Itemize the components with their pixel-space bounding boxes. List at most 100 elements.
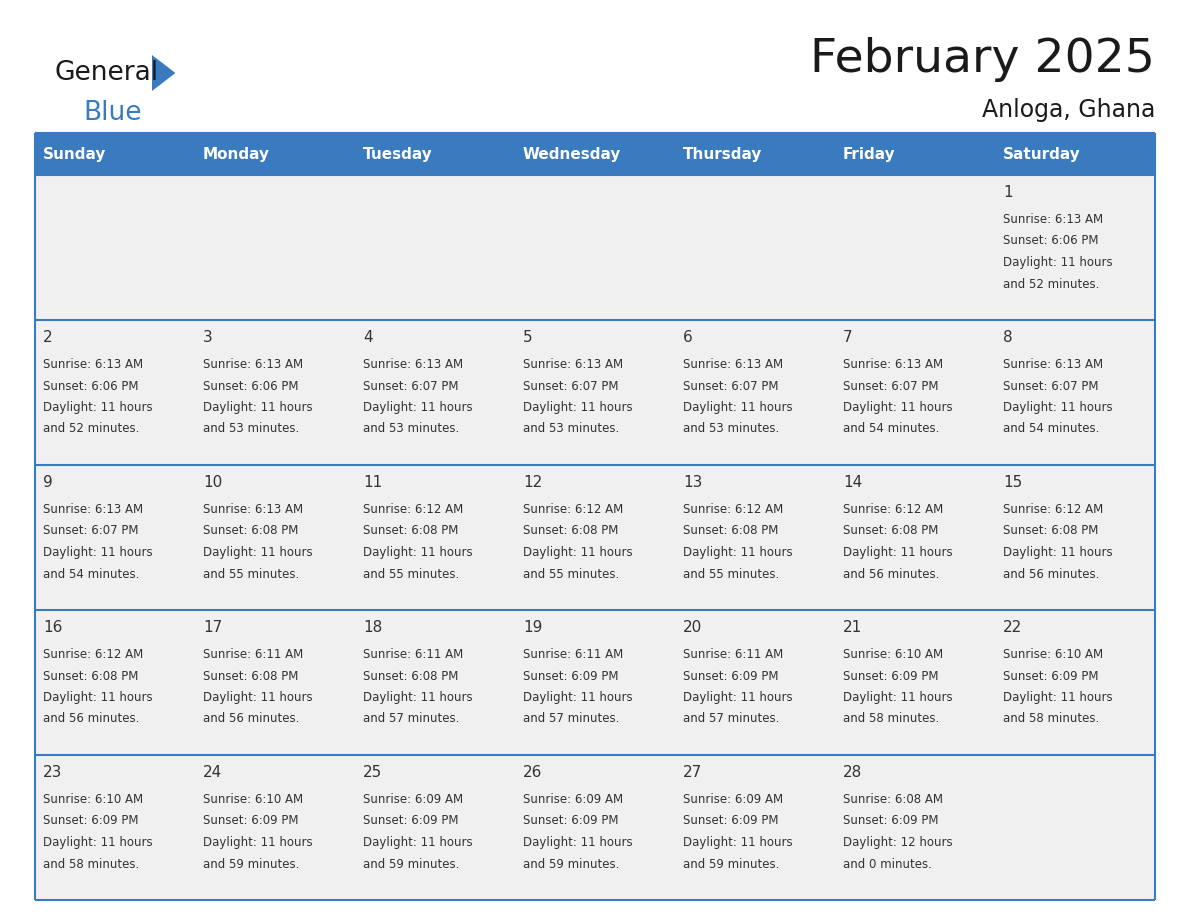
Bar xyxy=(516,320,675,465)
Bar xyxy=(996,755,1155,900)
Text: Daylight: 11 hours: Daylight: 11 hours xyxy=(523,546,633,559)
Text: Sunset: 6:09 PM: Sunset: 6:09 PM xyxy=(523,814,619,827)
Text: Sunset: 6:09 PM: Sunset: 6:09 PM xyxy=(1003,669,1099,682)
Text: 21: 21 xyxy=(843,620,862,635)
Text: Sunrise: 6:13 AM: Sunrise: 6:13 AM xyxy=(523,358,624,371)
Text: Daylight: 11 hours: Daylight: 11 hours xyxy=(43,836,152,849)
Bar xyxy=(675,175,835,320)
Text: Sunset: 6:09 PM: Sunset: 6:09 PM xyxy=(203,814,298,827)
Text: 17: 17 xyxy=(203,620,222,635)
Text: Sunrise: 6:10 AM: Sunrise: 6:10 AM xyxy=(843,648,943,661)
Text: 9: 9 xyxy=(43,475,52,490)
Text: Daylight: 11 hours: Daylight: 11 hours xyxy=(364,546,473,559)
Bar xyxy=(34,175,195,320)
Text: 2: 2 xyxy=(43,330,52,345)
Bar xyxy=(835,610,996,755)
Text: Sunset: 6:08 PM: Sunset: 6:08 PM xyxy=(1003,524,1099,538)
Text: and 59 minutes.: and 59 minutes. xyxy=(203,857,299,870)
Text: Sunset: 6:07 PM: Sunset: 6:07 PM xyxy=(843,379,939,393)
Text: Daylight: 11 hours: Daylight: 11 hours xyxy=(683,546,792,559)
Bar xyxy=(195,465,355,610)
Text: and 53 minutes.: and 53 minutes. xyxy=(683,422,779,435)
Text: Saturday: Saturday xyxy=(1003,147,1081,162)
Text: Daylight: 11 hours: Daylight: 11 hours xyxy=(43,546,152,559)
Bar xyxy=(516,465,675,610)
Bar xyxy=(675,465,835,610)
Text: Sunrise: 6:13 AM: Sunrise: 6:13 AM xyxy=(1003,358,1104,371)
Text: Sunset: 6:09 PM: Sunset: 6:09 PM xyxy=(843,814,939,827)
Text: Daylight: 11 hours: Daylight: 11 hours xyxy=(364,401,473,414)
Text: Sunrise: 6:11 AM: Sunrise: 6:11 AM xyxy=(203,648,303,661)
Text: Sunset: 6:09 PM: Sunset: 6:09 PM xyxy=(843,669,939,682)
Bar xyxy=(996,465,1155,610)
Text: Sunrise: 6:10 AM: Sunrise: 6:10 AM xyxy=(1003,648,1104,661)
Text: Sunrise: 6:09 AM: Sunrise: 6:09 AM xyxy=(364,793,463,806)
Text: Daylight: 11 hours: Daylight: 11 hours xyxy=(1003,256,1113,269)
Text: Sunrise: 6:10 AM: Sunrise: 6:10 AM xyxy=(43,793,143,806)
Text: 15: 15 xyxy=(1003,475,1022,490)
Bar xyxy=(996,175,1155,320)
Text: Sunrise: 6:11 AM: Sunrise: 6:11 AM xyxy=(683,648,783,661)
Bar xyxy=(195,320,355,465)
Bar xyxy=(835,320,996,465)
Text: Sunset: 6:09 PM: Sunset: 6:09 PM xyxy=(364,814,459,827)
Text: and 55 minutes.: and 55 minutes. xyxy=(364,567,460,580)
Text: and 53 minutes.: and 53 minutes. xyxy=(523,422,619,435)
Text: Sunrise: 6:13 AM: Sunrise: 6:13 AM xyxy=(43,503,143,516)
Text: Sunrise: 6:13 AM: Sunrise: 6:13 AM xyxy=(683,358,783,371)
Text: Daylight: 11 hours: Daylight: 11 hours xyxy=(683,401,792,414)
Text: Sunrise: 6:13 AM: Sunrise: 6:13 AM xyxy=(364,358,463,371)
Text: Sunset: 6:08 PM: Sunset: 6:08 PM xyxy=(203,524,298,538)
Text: Daylight: 11 hours: Daylight: 11 hours xyxy=(843,691,953,704)
Text: Daylight: 11 hours: Daylight: 11 hours xyxy=(683,691,792,704)
Text: Daylight: 11 hours: Daylight: 11 hours xyxy=(843,546,953,559)
Text: and 54 minutes.: and 54 minutes. xyxy=(43,567,139,580)
Text: Sunrise: 6:11 AM: Sunrise: 6:11 AM xyxy=(364,648,463,661)
Text: and 54 minutes.: and 54 minutes. xyxy=(843,422,940,435)
Text: 4: 4 xyxy=(364,330,373,345)
Bar xyxy=(355,320,516,465)
Text: 14: 14 xyxy=(843,475,862,490)
Bar xyxy=(675,755,835,900)
Text: Daylight: 11 hours: Daylight: 11 hours xyxy=(203,546,312,559)
Text: and 58 minutes.: and 58 minutes. xyxy=(43,857,139,870)
Text: 25: 25 xyxy=(364,765,383,780)
Text: Daylight: 12 hours: Daylight: 12 hours xyxy=(843,836,953,849)
Bar xyxy=(355,755,516,900)
Bar xyxy=(835,175,996,320)
Text: and 59 minutes.: and 59 minutes. xyxy=(364,857,460,870)
Text: Thursday: Thursday xyxy=(683,147,763,162)
Text: Sunset: 6:09 PM: Sunset: 6:09 PM xyxy=(523,669,619,682)
Text: Sunset: 6:08 PM: Sunset: 6:08 PM xyxy=(203,669,298,682)
Text: and 55 minutes.: and 55 minutes. xyxy=(683,567,779,580)
Text: 12: 12 xyxy=(523,475,542,490)
Text: and 59 minutes.: and 59 minutes. xyxy=(523,857,619,870)
Text: Daylight: 11 hours: Daylight: 11 hours xyxy=(1003,546,1113,559)
Text: 24: 24 xyxy=(203,765,222,780)
Text: Daylight: 11 hours: Daylight: 11 hours xyxy=(843,401,953,414)
Text: Sunrise: 6:13 AM: Sunrise: 6:13 AM xyxy=(1003,213,1104,226)
Bar xyxy=(516,755,675,900)
Text: and 58 minutes.: and 58 minutes. xyxy=(843,712,940,725)
Text: Sunset: 6:07 PM: Sunset: 6:07 PM xyxy=(523,379,619,393)
Text: Daylight: 11 hours: Daylight: 11 hours xyxy=(523,401,633,414)
Text: Daylight: 11 hours: Daylight: 11 hours xyxy=(683,836,792,849)
Bar xyxy=(195,610,355,755)
Text: and 53 minutes.: and 53 minutes. xyxy=(364,422,460,435)
Text: 28: 28 xyxy=(843,765,862,780)
Text: and 58 minutes.: and 58 minutes. xyxy=(1003,712,1099,725)
Bar xyxy=(34,755,195,900)
Text: 22: 22 xyxy=(1003,620,1022,635)
Bar xyxy=(516,610,675,755)
Text: 13: 13 xyxy=(683,475,702,490)
Text: 16: 16 xyxy=(43,620,63,635)
Bar xyxy=(516,175,675,320)
Text: 3: 3 xyxy=(203,330,213,345)
Text: 8: 8 xyxy=(1003,330,1012,345)
Text: Sunrise: 6:13 AM: Sunrise: 6:13 AM xyxy=(43,358,143,371)
Text: Friday: Friday xyxy=(843,147,896,162)
Bar xyxy=(34,133,195,175)
Text: Sunrise: 6:11 AM: Sunrise: 6:11 AM xyxy=(523,648,624,661)
Text: 19: 19 xyxy=(523,620,543,635)
Text: Sunset: 6:08 PM: Sunset: 6:08 PM xyxy=(523,524,619,538)
